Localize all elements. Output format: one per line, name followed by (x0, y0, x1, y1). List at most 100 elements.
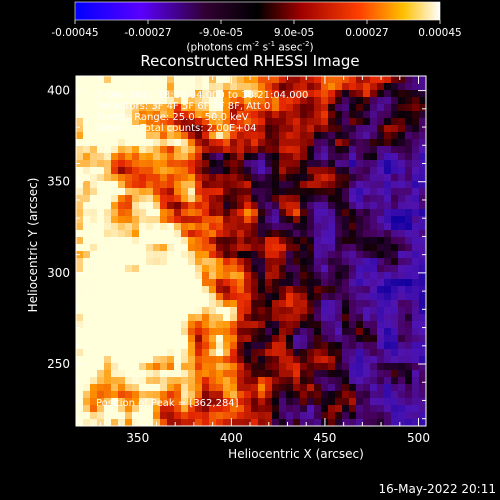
heatmap-cell (244, 160, 252, 168)
heatmap-cell (258, 111, 266, 119)
heatmap-cell (97, 104, 105, 112)
heatmap-cell (237, 370, 245, 378)
heatmap-cell (307, 216, 315, 224)
heatmap-cell (286, 398, 294, 406)
heatmap-cell (398, 139, 406, 147)
heatmap-cell (167, 209, 175, 217)
heatmap-cell (90, 419, 98, 426)
heatmap-cell (90, 272, 98, 280)
heatmap-cell (272, 97, 280, 105)
heatmap-cell (328, 272, 336, 280)
heatmap-cell (139, 398, 147, 406)
heatmap-cell (132, 251, 140, 259)
heatmap-cell (237, 363, 245, 371)
heatmap-cell (181, 125, 189, 133)
heatmap-cell (314, 272, 322, 280)
x-tick-label: 500 (407, 431, 430, 445)
heatmap-cell (160, 384, 168, 392)
heatmap-cell (265, 174, 273, 182)
x-axis-label: Heliocentric X (arcsec) (228, 447, 364, 461)
heatmap-cell (76, 223, 84, 231)
heatmap-cell (132, 258, 140, 266)
heatmap-cell (153, 272, 161, 280)
heatmap-cell (223, 265, 231, 273)
heatmap-cell (237, 237, 245, 245)
heatmap-cell (300, 146, 308, 154)
heatmap-cell (174, 181, 182, 189)
heatmap-cell (272, 321, 280, 329)
heatmap-cell (272, 83, 280, 91)
heatmap-cell (342, 104, 350, 112)
heatmap-cell (139, 167, 147, 175)
heatmap-cell (167, 335, 175, 343)
heatmap-cell (307, 419, 315, 426)
heatmap-cell (160, 244, 168, 252)
heatmap-cell (412, 104, 420, 112)
heatmap-cell (258, 321, 266, 329)
heatmap-cell (377, 377, 385, 385)
heatmap-cell (223, 286, 231, 294)
heatmap-cell (209, 384, 217, 392)
heatmap-cell (195, 174, 203, 182)
heatmap-cell (405, 398, 413, 406)
heatmap-cell (335, 405, 343, 413)
heatmap-cell (342, 97, 350, 105)
heatmap-cell (328, 412, 336, 420)
heatmap-cell (258, 223, 266, 231)
heatmap-cell (111, 181, 119, 189)
heatmap-cell (384, 90, 392, 98)
heatmap-cell (111, 209, 119, 217)
heatmap-cell (97, 272, 105, 280)
heatmap-cell (314, 300, 322, 308)
heatmap-cell (293, 195, 301, 203)
heatmap-cell (76, 104, 84, 112)
heatmap-cell (328, 314, 336, 322)
heatmap-cell (223, 188, 231, 196)
heatmap-cell (321, 335, 329, 343)
heatmap-cell (76, 181, 84, 189)
heatmap-cell (118, 286, 126, 294)
heatmap-cell (286, 370, 294, 378)
heatmap-cell (321, 258, 329, 266)
heatmap-cell (111, 216, 119, 224)
heatmap-cell (321, 188, 329, 196)
heatmap-cell (174, 279, 182, 287)
heatmap-cell (181, 153, 189, 161)
heatmap-cell (167, 160, 175, 168)
heatmap-cell (279, 335, 287, 343)
heatmap-cell (342, 209, 350, 217)
heatmap-cell (377, 195, 385, 203)
heatmap-cell (104, 146, 112, 154)
heatmap-cell (286, 202, 294, 210)
heatmap-cell (279, 111, 287, 119)
heatmap-cell (104, 76, 112, 84)
heatmap-cell (167, 314, 175, 322)
annotation-energy: Energy Range: 25.0 - 50.0 keV (96, 112, 249, 123)
heatmap-cell (419, 181, 426, 189)
heatmap-cell (146, 216, 154, 224)
heatmap-cell (307, 160, 315, 168)
heatmap-cell (356, 265, 364, 273)
heatmap-cell (314, 104, 322, 112)
heatmap-cell (335, 132, 343, 140)
heatmap-cell (97, 251, 105, 259)
heatmap-cell (265, 139, 273, 147)
heatmap-cell (111, 167, 119, 175)
heatmap-cell (370, 391, 378, 399)
heatmap-cell (314, 328, 322, 336)
heatmap-cell (188, 167, 196, 175)
heatmap-cell (216, 132, 224, 140)
heatmap-cell (230, 111, 238, 119)
heatmap-cell (111, 146, 119, 154)
heatmap-cell (118, 342, 126, 350)
heatmap-cell (223, 321, 231, 329)
heatmap-cell (286, 356, 294, 364)
heatmap-cell (167, 104, 175, 112)
heatmap-cell (174, 83, 182, 91)
heatmap-cell (230, 125, 238, 133)
heatmap-cell (251, 405, 259, 413)
heatmap-cell (363, 272, 371, 280)
heatmap-cell (370, 230, 378, 238)
heatmap-cell (118, 251, 126, 259)
heatmap-cell (307, 265, 315, 273)
